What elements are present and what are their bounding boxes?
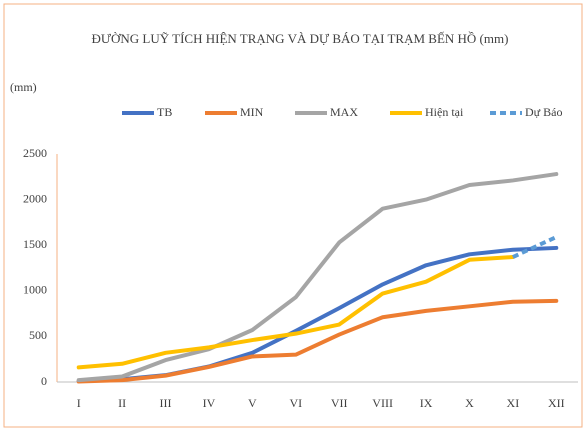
- x-tick-label: V: [248, 396, 257, 410]
- x-tick-label: III: [160, 396, 172, 410]
- legend-label: MIN: [240, 105, 264, 119]
- x-tick-label: VIII: [372, 396, 393, 410]
- x-tick-label: VII: [331, 396, 348, 410]
- y-axis-label: (mm): [10, 80, 37, 94]
- x-tick-label: I: [77, 396, 81, 410]
- legend-label: Hiện tại: [425, 105, 464, 119]
- x-tick-label: X: [465, 396, 474, 410]
- x-tick-label: II: [118, 396, 126, 410]
- y-tick-label: 0: [41, 374, 47, 388]
- y-tick-label: 1500: [23, 237, 47, 251]
- y-tick-label: 2500: [23, 146, 47, 160]
- x-tick-label: XI: [507, 396, 520, 410]
- series-line: [76, 298, 559, 384]
- x-tick-label: VI: [289, 396, 302, 410]
- legend-label: TB: [157, 105, 172, 119]
- series-line: [76, 255, 515, 370]
- x-tick-label: IX: [420, 396, 433, 410]
- x-tick-label: XII: [548, 396, 565, 410]
- y-tick-label: 1000: [23, 283, 47, 297]
- y-tick-label: 2000: [23, 191, 47, 205]
- y-tick-label: 500: [29, 328, 47, 342]
- series-line: [512, 235, 558, 259]
- legend-label: Dự Báo: [525, 105, 563, 119]
- legend-label: MAX: [330, 105, 358, 119]
- chart-frame: [3, 3, 583, 428]
- chart-title: ĐƯỜNG LUỸ TÍCH HIỆN TRẠNG VÀ DỰ BÁO TẠI …: [92, 31, 509, 46]
- x-tick-label: IV: [203, 396, 216, 410]
- series-line: [76, 172, 559, 383]
